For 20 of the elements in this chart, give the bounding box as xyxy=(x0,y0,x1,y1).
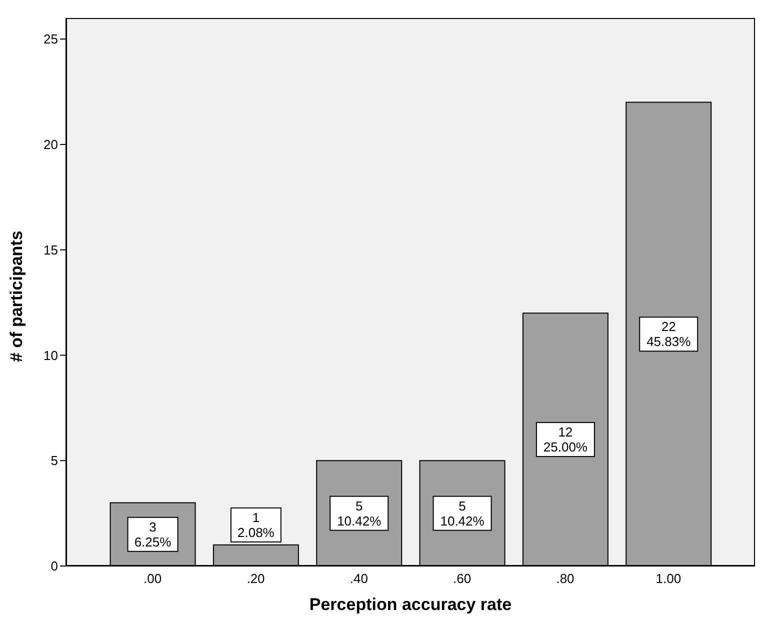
y-tick-label: 10 xyxy=(44,348,58,363)
data-label: 1 2.08% xyxy=(238,510,275,540)
x-tick-label: 1.00 xyxy=(656,571,682,586)
data-label: 3 6.25% xyxy=(134,519,172,550)
x-tick-label: .20 xyxy=(246,571,265,586)
x-tick-label: .00 xyxy=(144,571,162,586)
data-label: 12 25.00% xyxy=(543,424,588,455)
y-tick-label: 20 xyxy=(44,137,58,152)
y-tick-label: 25 xyxy=(44,32,58,47)
y-axis-title: # of participants xyxy=(7,230,26,362)
x-tick-label: .60 xyxy=(453,571,472,586)
x-axis-title: Perception accuracy rate xyxy=(309,595,512,614)
data-label: 5 10.42% xyxy=(440,498,485,528)
y-tick-label: 0 xyxy=(50,558,58,574)
x-tick-label: .40 xyxy=(350,571,368,586)
data-label: 22 45.83% xyxy=(646,319,692,350)
x-tick-label: .80 xyxy=(556,571,574,586)
y-tick-label: 15 xyxy=(44,242,58,258)
y-tick-label: 5 xyxy=(50,453,58,468)
data-label: 5 10.42% xyxy=(337,498,382,528)
